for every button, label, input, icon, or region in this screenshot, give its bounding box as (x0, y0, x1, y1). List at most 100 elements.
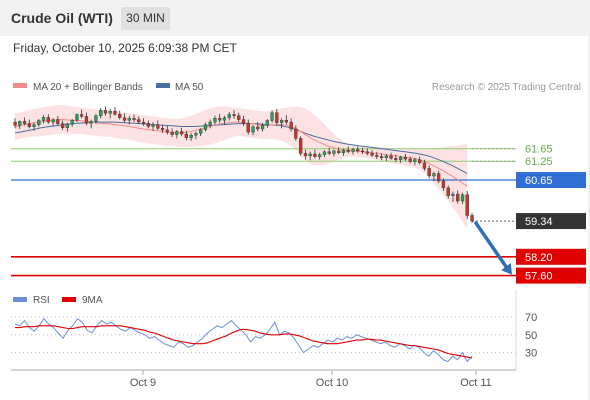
candle-body (94, 115, 98, 122)
ma9-legend-label: 9MA (82, 295, 103, 306)
candle-body (146, 123, 150, 127)
candle-body (360, 150, 365, 153)
candle-body (179, 131, 184, 135)
candle-body (160, 128, 165, 131)
candle-body (394, 158, 398, 160)
candle-body (37, 120, 41, 125)
bollinger-bands (15, 105, 468, 229)
candle-body (208, 121, 212, 125)
candle-body (346, 150, 350, 152)
candle-body (108, 110, 112, 114)
candle-body (41, 117, 46, 121)
candle-body (441, 180, 446, 189)
candle-body (122, 117, 127, 121)
candle-body (189, 134, 193, 138)
candle-body (137, 119, 141, 123)
level-badge-text-59.34: 59.34 (525, 216, 553, 228)
x-tick-label: Oct 9 (130, 377, 156, 389)
ma20-legend-label: MA 20 + Bollinger Bands (33, 82, 143, 93)
candle-body (418, 159, 422, 163)
candle-body (256, 126, 260, 130)
candle-body (56, 119, 60, 124)
candle-body (32, 124, 36, 127)
candle-body (356, 149, 360, 152)
rsi-swatch (13, 297, 27, 302)
candle-body (13, 121, 17, 126)
candle-body (375, 155, 379, 157)
level-lines (11, 148, 516, 277)
rsi-tick-70: 70 (525, 312, 537, 324)
candle-body (151, 124, 155, 127)
candle-body (341, 150, 346, 154)
x-axis: Oct 9 Oct 10 Oct 11 (130, 370, 492, 389)
candle-body (99, 109, 103, 116)
candle-body (227, 114, 231, 118)
candle-body (27, 123, 31, 127)
legend: MA 20 + Bollinger Bands MA 50 Research ©… (13, 82, 581, 93)
candle-body (303, 153, 308, 157)
candle-body (75, 114, 79, 121)
candle-body (251, 126, 255, 133)
candle-body (218, 118, 222, 121)
ma9-swatch (62, 297, 76, 302)
candle-body (265, 120, 269, 126)
rsi-ma9-line (15, 325, 473, 359)
copyright-label: Research © 2025 Trading Central (432, 82, 581, 93)
candle-body (427, 168, 431, 177)
candle-body (70, 119, 74, 125)
rsi-tick-50: 50 (525, 330, 537, 342)
candle-body (84, 116, 89, 124)
candle-body (299, 138, 303, 154)
candle-body (141, 121, 146, 124)
level-label-61.65: 61.65 (525, 144, 553, 156)
candle-body (170, 131, 174, 135)
candle-body (175, 131, 179, 135)
forecast-arrow-shaft (474, 221, 508, 269)
bollinger-band-fill (15, 105, 468, 229)
candle-body (113, 110, 117, 115)
candlesticks (13, 106, 474, 223)
ma20-swatch (13, 83, 27, 88)
candle-body (384, 155, 388, 158)
candle-body (118, 113, 122, 118)
candle-body (437, 173, 441, 182)
candle-body (18, 121, 22, 126)
candle-body (370, 153, 374, 156)
candle-body (413, 159, 417, 162)
candle-body (460, 194, 465, 202)
level-badge-text-57.60: 57.60 (525, 271, 553, 283)
candle-body (127, 118, 131, 121)
candle-body (313, 153, 317, 157)
ma50-legend-label: MA 50 (175, 82, 204, 93)
candle-body (322, 151, 327, 155)
chart-header: Crude Oil (WTI) 30 MIN (0, 0, 590, 36)
candle-body (246, 123, 250, 133)
candle-body (294, 128, 298, 139)
level-badge-57.60 (516, 267, 586, 284)
candle-body (79, 114, 84, 117)
candle-body (289, 121, 293, 130)
candle-body (156, 124, 160, 129)
candle-body (451, 193, 455, 196)
candle-body (232, 114, 236, 116)
candle-body (51, 119, 55, 123)
rsi-legend: RSI 9MA (13, 295, 103, 306)
candle-body (422, 162, 427, 169)
level-badge-60.65 (516, 172, 586, 189)
candle-body (213, 118, 217, 123)
candle-body (237, 115, 241, 120)
candle-body (403, 156, 407, 160)
timestamp: Friday, October 10, 2025 6:09:38 PM CET (13, 41, 237, 55)
level-badge-text-60.65: 60.65 (525, 175, 553, 187)
candle-body (198, 129, 203, 134)
timeframe-button[interactable]: 30 MIN (121, 7, 170, 30)
candle-body (165, 129, 169, 133)
level-badge-58.20 (516, 248, 586, 265)
candle-body (365, 151, 369, 154)
x-tick-label: Oct 10 (316, 377, 348, 389)
candle-body (327, 151, 331, 154)
candle-body (318, 154, 322, 157)
candle-body (332, 150, 336, 154)
